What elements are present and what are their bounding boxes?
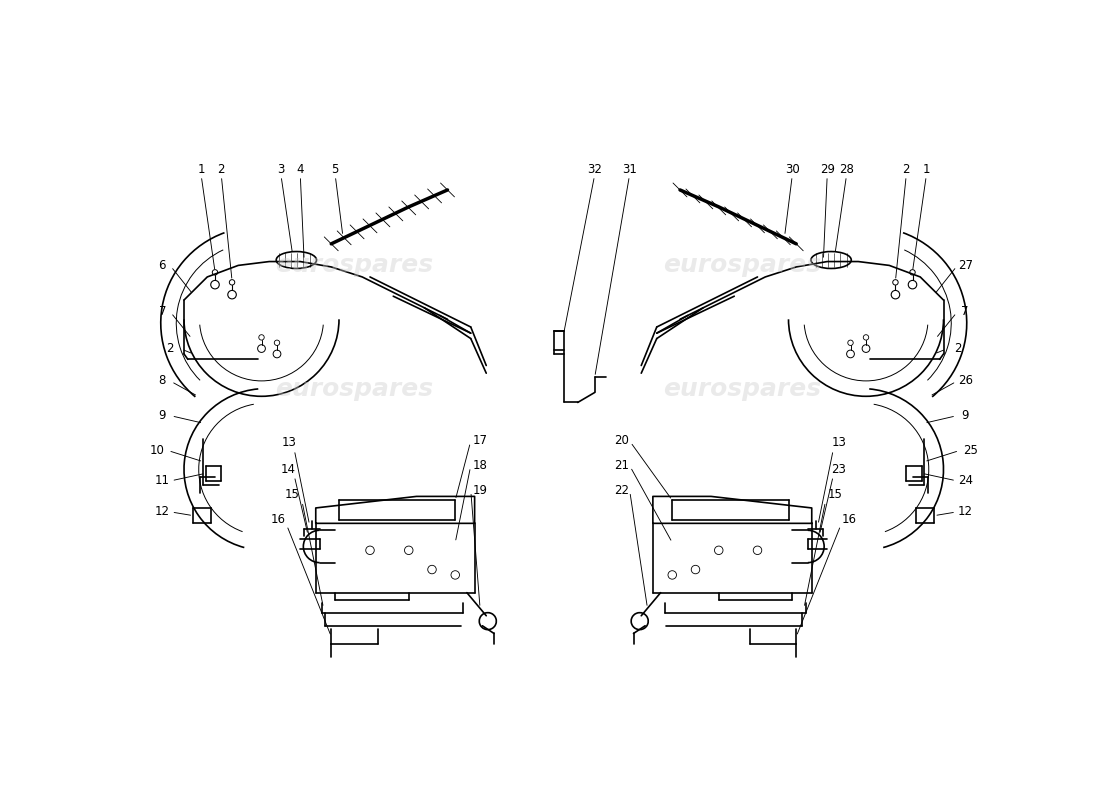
Text: 30: 30 xyxy=(785,162,800,176)
Text: 1: 1 xyxy=(197,162,205,176)
Text: 23: 23 xyxy=(832,463,846,476)
Text: 9: 9 xyxy=(158,409,166,422)
Text: 28: 28 xyxy=(839,162,854,176)
Text: 2: 2 xyxy=(218,162,224,176)
Text: 31: 31 xyxy=(623,162,637,176)
Text: 15: 15 xyxy=(285,488,300,502)
Text: 24: 24 xyxy=(958,474,972,487)
Text: 10: 10 xyxy=(150,444,164,457)
Text: eurospares: eurospares xyxy=(275,377,433,401)
Text: 7: 7 xyxy=(158,305,166,318)
Text: 2: 2 xyxy=(954,342,961,355)
Text: 2: 2 xyxy=(166,342,174,355)
Text: 7: 7 xyxy=(961,305,969,318)
Text: 4: 4 xyxy=(297,162,304,176)
Text: 26: 26 xyxy=(958,374,972,387)
Text: eurospares: eurospares xyxy=(663,377,821,401)
Text: 1: 1 xyxy=(923,162,931,176)
Text: 22: 22 xyxy=(615,484,629,497)
Text: 15: 15 xyxy=(827,488,843,502)
Text: 17: 17 xyxy=(473,434,487,447)
Text: 13: 13 xyxy=(282,436,296,449)
Text: 29: 29 xyxy=(820,162,835,176)
Text: 18: 18 xyxy=(473,459,487,472)
Text: 14: 14 xyxy=(282,463,296,476)
Text: 3: 3 xyxy=(277,162,285,176)
Text: 20: 20 xyxy=(615,434,629,447)
Text: 6: 6 xyxy=(158,259,166,272)
Text: 16: 16 xyxy=(842,513,857,526)
Text: 25: 25 xyxy=(964,444,978,457)
Text: eurospares: eurospares xyxy=(663,254,821,278)
Text: 2: 2 xyxy=(902,162,910,176)
Text: 8: 8 xyxy=(158,374,166,387)
Text: 21: 21 xyxy=(615,459,629,472)
Text: 12: 12 xyxy=(958,506,972,518)
Text: 13: 13 xyxy=(832,436,846,449)
Text: 5: 5 xyxy=(331,162,339,176)
Text: 27: 27 xyxy=(958,259,972,272)
Text: 9: 9 xyxy=(961,409,969,422)
Text: eurospares: eurospares xyxy=(275,254,433,278)
Text: 19: 19 xyxy=(473,484,487,497)
Text: 32: 32 xyxy=(587,162,602,176)
Text: 12: 12 xyxy=(155,506,169,518)
Text: 16: 16 xyxy=(271,513,286,526)
Text: 11: 11 xyxy=(155,474,169,487)
